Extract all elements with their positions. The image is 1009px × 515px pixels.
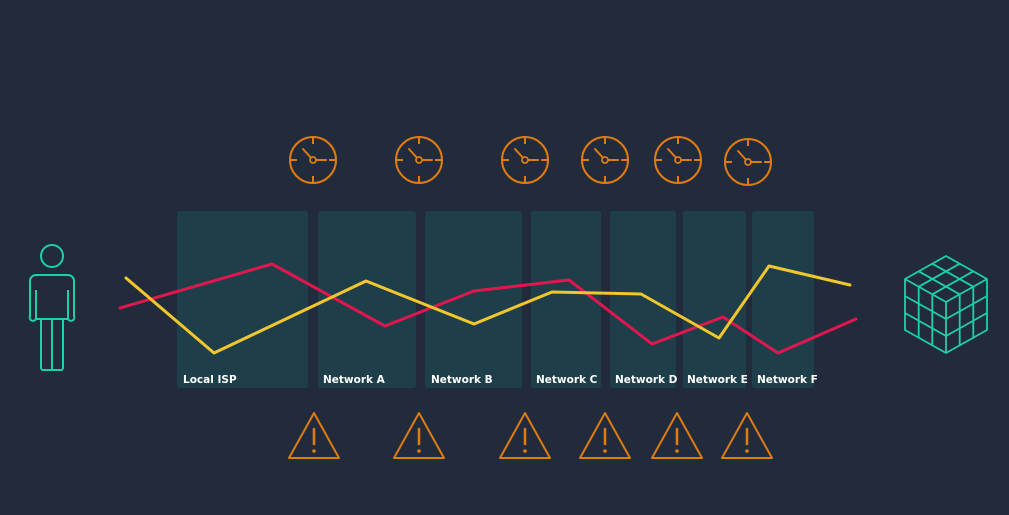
warning-icon	[287, 411, 341, 460]
network-label: Network F	[757, 374, 818, 386]
network-panel-f: Network F	[752, 211, 818, 388]
warning-icon	[650, 411, 704, 460]
clock-icon	[289, 136, 337, 184]
clock-icon	[654, 136, 702, 184]
cube-icon	[904, 255, 988, 354]
latency-clocks	[289, 136, 772, 186]
warning-icon	[392, 411, 446, 460]
red-path-line	[118, 262, 858, 355]
network-panels: Local ISP Network A Network B Network C …	[177, 211, 818, 388]
warning-icon	[578, 411, 632, 460]
network-label: Network D	[615, 374, 678, 386]
warning-icons	[287, 411, 774, 460]
network-panel-c: Network C	[531, 211, 601, 388]
network-panel-a: Network A	[318, 211, 416, 388]
clock-icon	[581, 136, 629, 184]
network-panel-e: Network E	[683, 211, 748, 388]
network-panel-b: Network B	[425, 211, 522, 388]
warning-icon	[720, 411, 774, 460]
network-label: Network A	[323, 374, 386, 386]
network-label: Network B	[431, 374, 493, 386]
clock-icon	[501, 136, 549, 184]
yellow-path-line	[124, 264, 852, 355]
network-label: Local ISP	[183, 374, 237, 386]
network-label: Network E	[687, 374, 748, 386]
clock-icon	[395, 136, 443, 184]
warning-icon	[498, 411, 552, 460]
network-panel-local-isp: Local ISP	[177, 211, 308, 388]
clock-icon	[724, 138, 772, 186]
network-label: Network C	[536, 374, 598, 386]
network-panel-d: Network D	[610, 211, 678, 388]
user-icon	[28, 244, 76, 371]
